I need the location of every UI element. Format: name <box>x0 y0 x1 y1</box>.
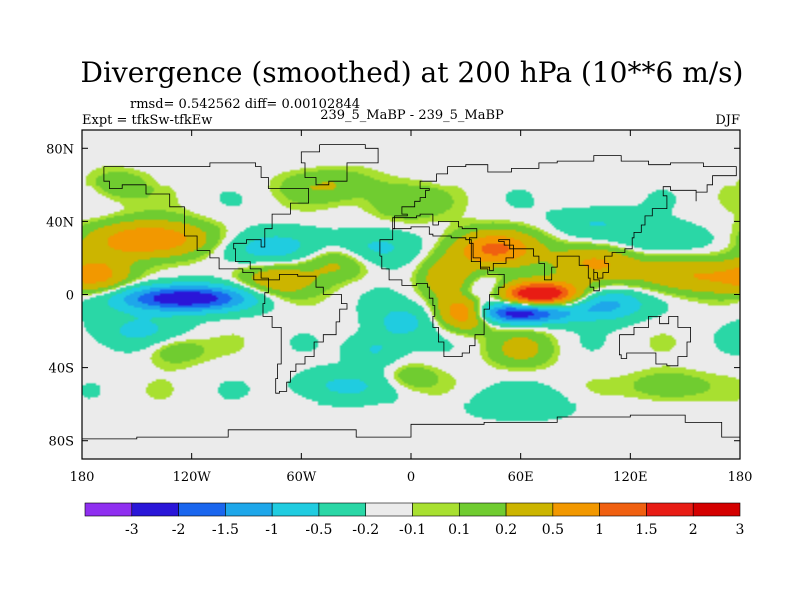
y-tick-label: 80S <box>49 435 74 450</box>
colorbar-swatch <box>692 502 741 517</box>
coastline-3 <box>379 226 505 357</box>
x-tick-label: 180 <box>70 470 95 485</box>
coastline-6 <box>82 414 741 440</box>
colorbar-swatch <box>271 502 320 517</box>
colorbar-label: 0.5 <box>542 522 564 538</box>
colorbar-label: -0.1 <box>399 522 426 538</box>
colorbar-label: -1.5 <box>212 522 239 538</box>
colorbar-swatch <box>178 502 226 517</box>
case-label: 239_5_MaBP - 239_5_MaBP <box>320 108 504 123</box>
colorbar-swatch <box>505 502 554 517</box>
colorbar-swatch <box>318 502 367 517</box>
colorbar-swatch <box>458 502 507 517</box>
colorbar-swatch <box>599 502 647 517</box>
colorbar-label: 0.2 <box>495 522 517 538</box>
y-tick-label: 40S <box>49 362 74 377</box>
coastline-outlines <box>82 144 741 440</box>
x-tick-label: 120W <box>173 470 212 485</box>
divergence-field <box>82 130 740 459</box>
coastline-4 <box>392 155 737 292</box>
colorbar-label: 2 <box>689 522 698 538</box>
y-tick-label: 0 <box>66 289 74 304</box>
colorbar-label: -0.5 <box>305 522 332 538</box>
colorbar-swatch <box>225 502 273 517</box>
colorbar-swatch <box>552 502 600 517</box>
x-tick-label: 60E <box>508 470 534 485</box>
y-tick-label: 80N <box>46 142 74 157</box>
colorbar-label: -0.2 <box>352 522 379 538</box>
x-tick-label: 180 <box>728 470 753 485</box>
colorbar-label: 1.5 <box>635 522 657 538</box>
colorbar-label: -2 <box>172 522 186 538</box>
x-axis: 180 120W 60W 0 60E 120E 180 <box>70 130 753 485</box>
colorbar-swatch <box>84 502 133 517</box>
y-tick-label: 40N <box>46 215 74 230</box>
colorbar-label: 3 <box>736 522 745 538</box>
chart-title: Divergence (smoothed) at 200 hPa (10**6 … <box>81 56 744 89</box>
stats-label: rmsd= 0.542562 diff= 0.00102844 <box>130 97 360 112</box>
colorbar-swatch <box>365 502 413 517</box>
x-tick-label: 0 <box>407 470 415 485</box>
coastline-5 <box>619 316 691 367</box>
plot-area: 180 120W 60W 0 60E 120E 180 80N 40N 0 40S 80S <box>46 129 753 485</box>
colorbar-swatch <box>646 502 694 517</box>
x-tick-label: 120E <box>613 470 647 485</box>
colorbar-swatch <box>412 502 460 517</box>
colorbar-label: -1 <box>265 522 279 538</box>
season-label: DJF <box>715 113 740 128</box>
y-axis: 80N 40N 0 40S 80S <box>46 142 740 450</box>
colorbar: -3 -2 -1.5 -1 -0.5 -0.2 -0.1 0.1 0.2 0.5 1 1.5 2 3 <box>84 502 745 538</box>
expt-label: Expt = tfkSw-tfkEw <box>82 113 212 128</box>
coastline-1 <box>103 162 309 281</box>
colorbar-label: 1 <box>595 522 604 538</box>
coastline-0 <box>300 144 379 186</box>
x-tick-label: 60W <box>286 470 317 485</box>
colorbar-label: -3 <box>125 522 139 538</box>
coastline-2 <box>262 274 348 394</box>
colorbar-swatch <box>131 502 179 517</box>
colorbar-label: 0.1 <box>448 522 470 538</box>
